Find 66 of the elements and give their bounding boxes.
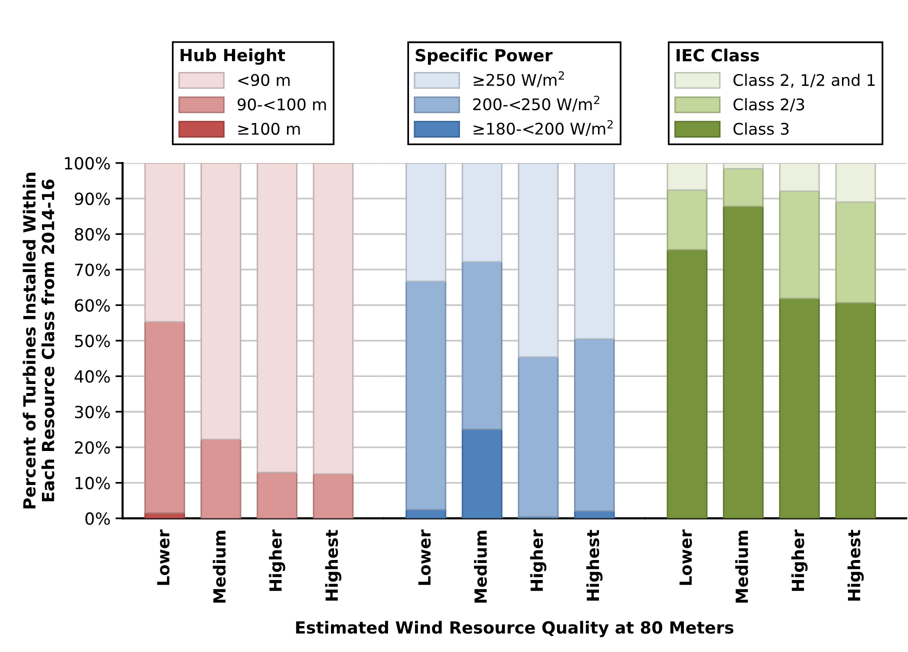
y-tick-label: 90%: [74, 192, 110, 206]
y-tick-label: 70%: [75, 264, 110, 276]
bar: [256, 472, 298, 518]
y-tick-label: 10%: [76, 476, 110, 490]
legend-label: Class 2/3: [733, 98, 804, 112]
legend-label: 90-<100 m: [238, 98, 326, 110]
x-tick-label: Highest: [848, 530, 864, 601]
x-tick-label: Higher: [791, 530, 808, 591]
y-tick-label: 20%: [74, 441, 110, 454]
x-tick-label: Lower: [418, 530, 431, 585]
x-axis-title: Estimated Wind Resource Quality at 80 Meters: [296, 620, 734, 638]
x-tick-label: Highest: [325, 530, 342, 601]
y-tick-label: 30%: [75, 406, 110, 418]
bar: [144, 163, 186, 323]
bar: [779, 190, 820, 300]
legend-label: Class 3: [733, 122, 789, 135]
x-tick-label: Higher: [530, 530, 546, 591]
bar: [779, 298, 820, 518]
y-axis-title: Percent of Turbines Installed Within Each Resource Class from 2014-16: [22, 172, 54, 508]
y-tick-label: 100%: [64, 156, 110, 170]
legend-title: Specific Power: [416, 48, 553, 65]
bar: [518, 163, 559, 358]
x-tick-label: Higher: [268, 530, 286, 591]
x-tick-label: Medium: [212, 530, 226, 603]
bar: [312, 473, 354, 518]
legend-label: ≥180-<200 W/m$^{2}$: [474, 120, 613, 136]
bar: [574, 338, 615, 512]
bar: [666, 189, 708, 250]
legend-label: <90 m: [238, 74, 290, 86]
bar: [200, 438, 242, 518]
bar: [779, 163, 820, 192]
y-tick-label: 0%: [85, 512, 110, 525]
bar: [256, 163, 298, 474]
bar: [835, 163, 876, 203]
legend-title: IEC Class: [676, 48, 759, 62]
bar: [462, 163, 502, 262]
legend-label: ≥100 m: [238, 122, 300, 135]
x-tick-label: Lower: [157, 530, 170, 585]
y-tick-label: 50%: [75, 334, 110, 348]
x-tick-label: Medium: [735, 530, 748, 603]
y-tick-label: 40%: [74, 370, 110, 383]
legend-label: Class 2, 1/2 and 1: [733, 74, 875, 88]
bar: [835, 302, 876, 518]
bar: [200, 163, 242, 440]
bar: [462, 428, 502, 518]
bar: [312, 163, 354, 475]
bar: [462, 261, 502, 430]
bar: [574, 163, 615, 340]
bar: [722, 168, 764, 208]
bar: [666, 163, 708, 191]
legend-title: Hub Height: [180, 48, 286, 65]
y-tick-label: 80%: [74, 228, 110, 241]
bar: [835, 201, 876, 304]
bar: [144, 321, 186, 514]
bar: [406, 163, 446, 282]
bar: [722, 206, 764, 518]
legend-label: 200-<250 W/m$^{2}$: [473, 96, 600, 112]
x-tick-label: Highest: [586, 530, 603, 601]
bar: [406, 280, 446, 511]
x-tick-label: Lower: [680, 530, 692, 585]
bar: [722, 163, 764, 170]
legend-label: ≥250 W/m$^{2}$: [474, 71, 564, 88]
bar: [518, 356, 559, 518]
y-tick-label: 60%: [74, 299, 110, 312]
bar: [666, 249, 708, 518]
x-tick-label: Medium: [474, 530, 487, 603]
